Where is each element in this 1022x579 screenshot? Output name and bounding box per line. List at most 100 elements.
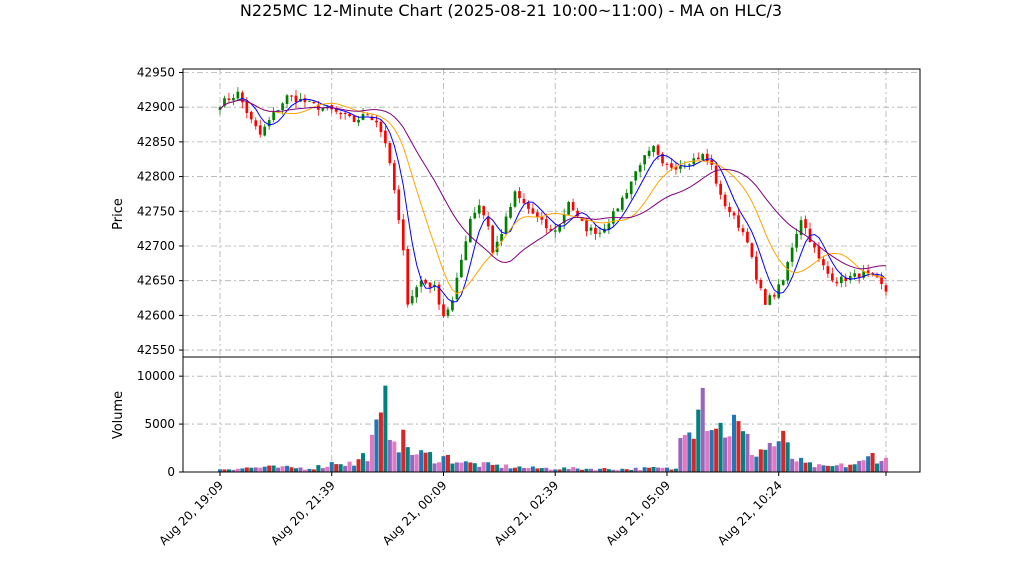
volume-bar bbox=[606, 469, 611, 472]
candle-body bbox=[880, 277, 883, 285]
candle-body bbox=[598, 232, 602, 234]
candle-body bbox=[687, 164, 691, 166]
candles bbox=[218, 87, 888, 319]
volume-bar bbox=[445, 454, 450, 472]
volume-y-axis: 0 5000 10000 bbox=[137, 369, 183, 479]
volume-bar bbox=[217, 469, 223, 472]
x-tick-label: Aug 21, 02:39 bbox=[492, 478, 562, 548]
volume-bar bbox=[271, 465, 276, 472]
candle-body bbox=[227, 98, 231, 100]
candle-body bbox=[799, 220, 803, 236]
volume-bar bbox=[611, 469, 616, 472]
volume-bar bbox=[785, 442, 790, 472]
candle-body bbox=[768, 295, 772, 305]
volume-bar bbox=[334, 464, 339, 472]
x-tick-label: Aug 21, 10:24 bbox=[715, 478, 785, 548]
candle-body bbox=[576, 210, 579, 217]
volume-bar bbox=[441, 456, 446, 472]
volume-bar bbox=[410, 454, 415, 472]
candle-body bbox=[267, 120, 271, 127]
candle-body bbox=[737, 215, 740, 228]
candle-body bbox=[777, 284, 781, 298]
candle-body bbox=[357, 119, 360, 123]
volume-bar bbox=[580, 469, 585, 472]
candle-body bbox=[549, 229, 553, 231]
volume-bar bbox=[861, 460, 866, 472]
volume-bar bbox=[472, 463, 477, 472]
candle-body bbox=[647, 150, 651, 156]
volume-bar bbox=[293, 468, 298, 472]
x-tick-label: Aug 21, 00:09 bbox=[380, 478, 450, 548]
candle-body bbox=[763, 289, 767, 305]
candle-body bbox=[384, 130, 387, 144]
volume-bar bbox=[325, 466, 330, 472]
volume-bar bbox=[244, 467, 249, 472]
candle-body bbox=[674, 166, 678, 170]
candle-body bbox=[468, 218, 472, 243]
price-tick-label: 42650 bbox=[137, 274, 175, 288]
volume-bar bbox=[267, 465, 272, 472]
x-tick-label: Aug 20, 21:39 bbox=[268, 478, 338, 548]
x-tick-label: Aug 20, 19:09 bbox=[156, 478, 226, 548]
volume-bar bbox=[369, 434, 374, 472]
volume-bar bbox=[651, 466, 656, 472]
candle-body bbox=[236, 91, 240, 99]
volume-bar bbox=[647, 467, 652, 472]
candle-body bbox=[728, 206, 731, 213]
volume-tick-label: 5000 bbox=[144, 417, 175, 431]
volume-bar bbox=[383, 385, 388, 472]
volume-bar bbox=[602, 468, 607, 472]
candle-body bbox=[285, 95, 289, 104]
volume-bar bbox=[664, 467, 669, 472]
volume-bar bbox=[767, 442, 772, 472]
price-tick-label: 42600 bbox=[137, 308, 175, 322]
volume-bar bbox=[289, 467, 294, 472]
x-tick-label: Aug 21, 05:09 bbox=[603, 478, 673, 548]
candle-body bbox=[679, 166, 682, 169]
candle-body bbox=[258, 125, 262, 135]
volume-bar bbox=[723, 437, 728, 472]
candle-body bbox=[705, 153, 709, 162]
volume-bar bbox=[682, 435, 687, 472]
volume-axis-label: Volume bbox=[111, 391, 126, 439]
candle-body bbox=[290, 95, 293, 97]
candle-body bbox=[410, 296, 414, 304]
candle-body bbox=[397, 189, 401, 221]
candle-body bbox=[831, 273, 834, 281]
volume-gridlines bbox=[183, 357, 920, 473]
volume-bar bbox=[624, 469, 629, 472]
candle-body bbox=[553, 230, 557, 232]
price-tick-label: 42950 bbox=[137, 65, 175, 79]
volume-bar bbox=[584, 468, 589, 472]
volume-bar bbox=[548, 469, 553, 472]
volume-bar bbox=[477, 466, 482, 472]
candle-body bbox=[746, 231, 749, 243]
volume-bar bbox=[320, 468, 325, 472]
volume-bar bbox=[883, 457, 889, 472]
candle-body bbox=[352, 115, 356, 122]
candle-body bbox=[759, 280, 763, 289]
volume-bar bbox=[839, 463, 844, 472]
candle-body bbox=[428, 282, 432, 288]
candle-body bbox=[531, 208, 535, 214]
candle-body bbox=[308, 100, 311, 102]
candle-body bbox=[509, 206, 512, 218]
candle-body bbox=[580, 217, 584, 221]
candle-body bbox=[804, 219, 807, 229]
volume-bar bbox=[772, 446, 777, 472]
candle-body bbox=[249, 111, 253, 120]
candle-body bbox=[607, 223, 611, 230]
volume-bar bbox=[280, 466, 285, 472]
volume-bar bbox=[329, 462, 334, 472]
volume-bar bbox=[512, 467, 518, 472]
candle-body bbox=[643, 155, 646, 165]
volume-bar bbox=[736, 421, 741, 472]
volume-bar bbox=[481, 462, 486, 472]
volume-bar bbox=[459, 462, 464, 472]
candle-body bbox=[723, 194, 727, 207]
candle-body bbox=[223, 98, 226, 107]
candle-body bbox=[446, 309, 450, 316]
volume-bar bbox=[405, 447, 410, 472]
volume-bar bbox=[352, 465, 357, 472]
